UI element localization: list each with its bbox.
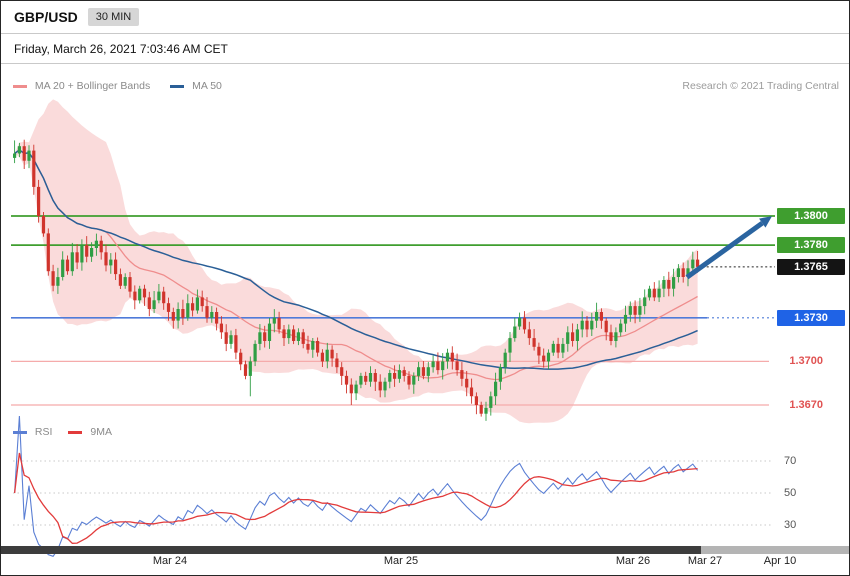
support-badge-13730: 1.3730 xyxy=(777,310,845,326)
x-axis-label-mar-24: Mar 24 xyxy=(152,555,188,567)
legend-item-9ma: 9MA xyxy=(68,426,112,438)
date-row: Friday, March 26, 2021 7:03:46 AM CET xyxy=(1,34,849,64)
chart-area: MA 20 + Bollinger Bands MA 50 Research ©… xyxy=(1,64,849,575)
ma50-line xyxy=(14,148,698,370)
bullish-arrow xyxy=(685,221,764,280)
timeframe-badge: 30 MIN xyxy=(87,8,140,26)
rsi-9ma-line xyxy=(13,452,698,544)
chart-timestamp: Friday, March 26, 2021 7:03:46 AM CET xyxy=(14,41,228,56)
support-label-13670: 1.3670 xyxy=(789,399,823,411)
main-chart-legend: MA 20 + Bollinger Bands MA 50 xyxy=(13,80,222,92)
resistance-badge-13780: 1.3780 xyxy=(777,237,845,253)
rsi-9ma-swatch-icon xyxy=(68,430,83,434)
x-axis-label-mar-27: Mar 27 xyxy=(687,555,723,567)
rsi-tick-70: 70 xyxy=(784,455,797,467)
research-credit: Research © 2021 Trading Central xyxy=(682,80,839,92)
rsi-swatch-icon xyxy=(13,430,27,434)
x-axis-label-mar-26: Mar 26 xyxy=(615,555,651,567)
legend-item-ma20-bollinger: MA 20 + Bollinger Bands xyxy=(13,80,150,92)
rsi-legend: RSI 9MA xyxy=(13,426,112,438)
ma20-line xyxy=(14,149,698,381)
rsi-line xyxy=(14,415,699,557)
last-price-badge-13765: 1.3765 xyxy=(777,259,845,275)
resistance-badge-13800: 1.3800 xyxy=(777,208,845,224)
rsi-tick-50: 50 xyxy=(784,487,797,499)
time-axis-bar-history xyxy=(1,546,701,554)
ma50-swatch-icon xyxy=(170,84,185,88)
legend-label: RSI xyxy=(34,426,53,438)
time-axis-bar xyxy=(1,546,849,554)
legend-label: 9MA xyxy=(90,426,112,438)
ma20-bollinger-swatch-icon xyxy=(13,84,27,88)
bollinger-band-area xyxy=(14,99,698,424)
legend-label: MA 20 + Bollinger Bands xyxy=(34,80,151,92)
candles-layer xyxy=(13,139,700,421)
title-bar: GBP/USD 30 MIN xyxy=(1,1,849,34)
legend-label: MA 50 xyxy=(192,80,222,92)
symbol-title: GBP/USD xyxy=(14,9,78,25)
x-axis-label-mar-25: Mar 25 xyxy=(383,555,419,567)
candlestick-chart-canvas xyxy=(11,99,775,557)
legend-item-ma50: MA 50 xyxy=(170,80,222,92)
legend-item-rsi: RSI xyxy=(13,426,52,438)
x-axis-label-apr-10: Apr 10 xyxy=(763,555,797,567)
rsi-tick-30: 30 xyxy=(784,519,797,531)
support-label-13700: 1.3700 xyxy=(789,355,823,367)
